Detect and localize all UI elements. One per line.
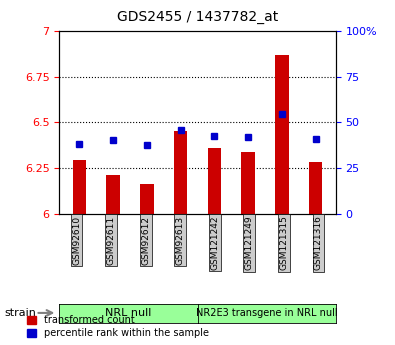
Text: GDS2455 / 1437782_at: GDS2455 / 1437782_at: [117, 10, 278, 24]
Text: NRL null: NRL null: [105, 308, 152, 318]
Text: GSM121242: GSM121242: [210, 216, 219, 270]
Text: GSM121249: GSM121249: [245, 216, 254, 270]
Bar: [275, 55, 288, 214]
Bar: [241, 152, 255, 214]
Text: GSM92610: GSM92610: [72, 216, 81, 265]
Bar: [208, 148, 221, 214]
Bar: [309, 162, 322, 214]
Text: GSM92611: GSM92611: [107, 216, 116, 265]
Text: NR2E3 transgene in NRL null: NR2E3 transgene in NRL null: [196, 308, 337, 318]
Bar: [140, 184, 154, 214]
Bar: [73, 160, 86, 214]
Legend: transformed count, percentile rank within the sample: transformed count, percentile rank withi…: [24, 313, 211, 340]
Bar: [107, 175, 120, 214]
Text: GSM92612: GSM92612: [141, 216, 150, 265]
Text: GSM121315: GSM121315: [279, 216, 288, 270]
Text: GSM121316: GSM121316: [314, 216, 323, 270]
Text: GSM92613: GSM92613: [176, 216, 185, 265]
Bar: [174, 131, 187, 214]
Text: strain: strain: [4, 308, 36, 318]
